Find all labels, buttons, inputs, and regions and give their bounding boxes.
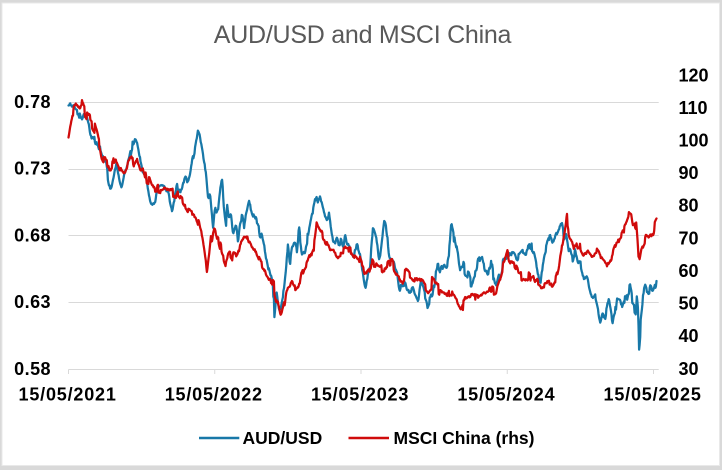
svg-text:40: 40	[679, 326, 699, 346]
svg-text:100: 100	[679, 131, 709, 151]
svg-text:15/05/2024: 15/05/2024	[457, 384, 555, 404]
svg-text:50: 50	[679, 294, 699, 314]
svg-text:15/05/2023: 15/05/2023	[311, 384, 409, 404]
svg-text:0.58: 0.58	[14, 359, 51, 379]
svg-text:AUD/USD: AUD/USD	[243, 428, 323, 448]
svg-text:120: 120	[679, 65, 709, 85]
svg-text:MSCI China (rhs): MSCI China (rhs)	[394, 428, 535, 448]
svg-text:110: 110	[679, 98, 708, 118]
svg-text:15/05/2021: 15/05/2021	[19, 384, 117, 404]
svg-text:80: 80	[679, 196, 699, 216]
svg-text:30: 30	[679, 359, 699, 379]
svg-text:70: 70	[679, 228, 699, 248]
svg-text:15/05/2022: 15/05/2022	[165, 384, 263, 404]
svg-text:90: 90	[679, 163, 699, 183]
svg-text:60: 60	[679, 261, 699, 281]
svg-text:0.63: 0.63	[14, 292, 51, 312]
svg-text:15/05/2025: 15/05/2025	[604, 384, 702, 404]
svg-text:0.68: 0.68	[14, 225, 51, 245]
svg-text:0.78: 0.78	[14, 92, 51, 112]
svg-text:AUD/USD and MSCI China: AUD/USD and MSCI China	[214, 21, 512, 49]
svg-text:0.73: 0.73	[14, 159, 51, 179]
